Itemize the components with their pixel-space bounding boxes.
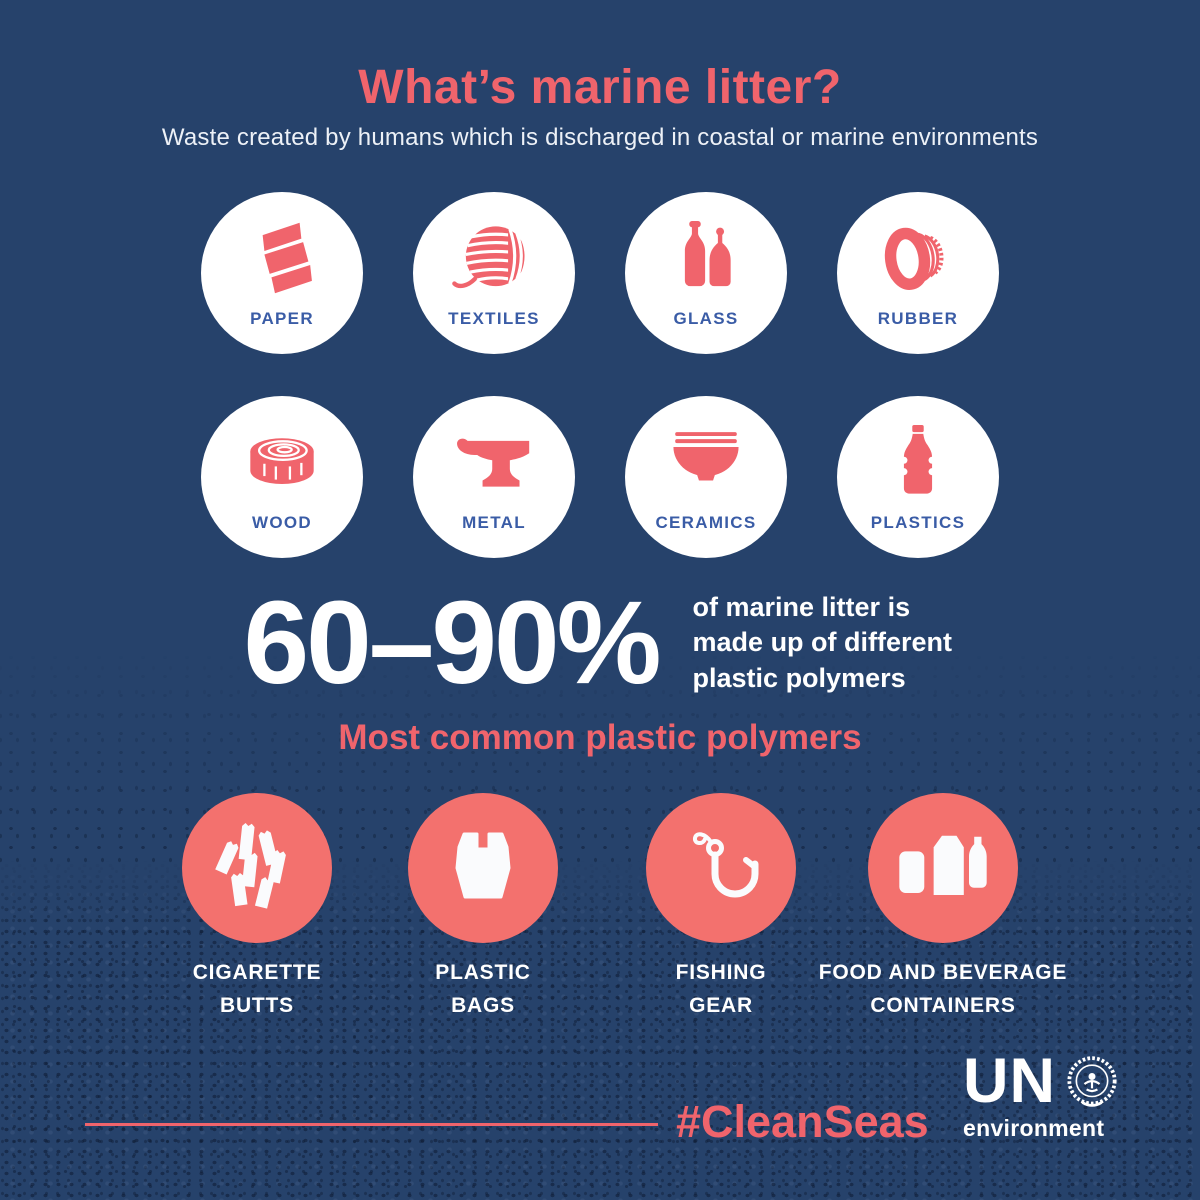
material-label: METAL — [462, 513, 526, 532]
polymer-label: PLASTIC BAGS — [435, 961, 531, 1017]
plastic-bag-icon — [455, 832, 511, 899]
speckle-texture-lower — [0, 860, 1200, 1200]
material-row-2: WOOD METAL CERAMICS — [201, 396, 999, 558]
campaign-hashtag: #CleanSeas — [676, 1096, 929, 1147]
material-circle-metal: METAL — [413, 396, 575, 558]
cigarette-butts-icon — [215, 823, 286, 909]
material-circle-rubber: RUBBER — [837, 192, 999, 354]
material-circle-glass: GLASS — [625, 192, 787, 354]
material-circle-ceramics: CERAMICS — [625, 396, 787, 558]
material-circle-paper: PAPER — [201, 192, 363, 354]
containers-icon — [899, 835, 987, 896]
polymer-circle-containers — [868, 793, 1018, 943]
material-label: GLASS — [673, 309, 739, 328]
material-circles-grid: PAPER — [0, 192, 1200, 558]
page-title: What’s marine litter? — [358, 61, 842, 114]
un-emblem-icon — [1067, 1056, 1117, 1107]
material-label: CERAMICS — [655, 513, 757, 532]
page-subtitle: Waste created by humans which is dischar… — [161, 124, 1039, 151]
material-circle-wood: WOOD — [201, 396, 363, 558]
stat-section: 60–90% of marine litter is made up of di… — [0, 584, 1200, 702]
polymer-circle-cigarette-butts — [182, 793, 332, 943]
polymer-label: CIGARETTE BUTTS — [192, 961, 322, 1017]
footer-divider — [85, 1123, 658, 1126]
yarn-ball-icon — [452, 226, 528, 289]
un-environment-text: environment — [963, 1115, 1105, 1141]
polymers-heading: Most common plastic polymers — [338, 718, 862, 757]
log-icon — [250, 438, 314, 484]
tire-icon — [884, 227, 944, 290]
anvil-icon — [457, 438, 530, 487]
fishing-hook-icon — [692, 832, 759, 898]
material-label: PLASTICS — [870, 513, 966, 532]
polymer-label: FISHING GEAR — [675, 961, 767, 1017]
material-circle-plastics: PLASTICS — [837, 396, 999, 558]
stat-value: 60–90% — [243, 577, 661, 709]
plastic-bottle-icon — [900, 425, 936, 494]
polymer-circle-fishing-gear — [646, 793, 796, 943]
material-label: WOOD — [252, 513, 312, 532]
material-label: PAPER — [250, 309, 314, 328]
glass-bottles-icon — [684, 221, 731, 287]
polymer-label: FOOD AND BEVERAGE CONTAINERS — [818, 961, 1068, 1017]
un-environment-logo: UN environment — [963, 1046, 1119, 1142]
paper-icon — [262, 222, 312, 294]
stat-description: of marine litter is made up of different… — [692, 592, 953, 693]
material-row-1: PAPER — [201, 192, 999, 354]
polymer-circle-plastic-bags — [408, 793, 558, 943]
material-circle-textiles: TEXTILES — [413, 192, 575, 354]
bowl-icon — [673, 432, 739, 481]
un-logo-row: UN — [963, 1046, 1119, 1116]
material-label: TEXTILES — [448, 309, 540, 328]
un-logo-text: UN — [963, 1046, 1056, 1116]
material-label: RUBBER — [877, 309, 959, 328]
